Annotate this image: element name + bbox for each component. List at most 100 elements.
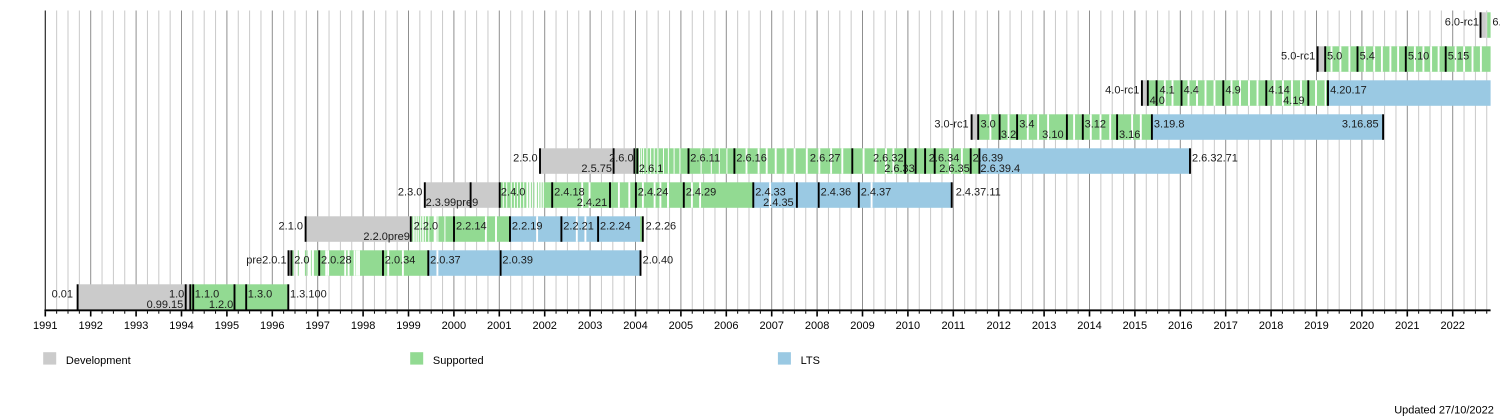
svg-text:2.2.0pre9: 2.2.0pre9 (363, 231, 409, 243)
svg-text:3.2: 3.2 (1001, 129, 1016, 141)
svg-text:3.10: 3.10 (1042, 129, 1063, 141)
svg-text:2.6.35: 2.6.35 (939, 163, 970, 175)
svg-text:2.6.16: 2.6.16 (736, 152, 767, 164)
svg-text:4.20.17: 4.20.17 (1330, 84, 1367, 96)
svg-text:2.4.21: 2.4.21 (577, 197, 608, 209)
svg-text:4.9: 4.9 (1225, 84, 1240, 96)
svg-text:4.1: 4.1 (1160, 84, 1175, 96)
svg-text:2.4.0: 2.4.0 (501, 186, 525, 198)
svg-text:2.6.27: 2.6.27 (810, 152, 841, 164)
svg-text:2.6.1: 2.6.1 (639, 163, 663, 175)
svg-text:3.19.8: 3.19.8 (1154, 118, 1185, 130)
svg-text:4.14: 4.14 (1268, 84, 1289, 96)
svg-text:2002: 2002 (532, 320, 556, 332)
svg-text:1992: 1992 (78, 320, 102, 332)
svg-text:4.0-rc1: 4.0-rc1 (1105, 84, 1139, 96)
svg-text:4.19: 4.19 (1283, 95, 1304, 107)
svg-text:Updated 27/10/2022: Updated 27/10/2022 (1394, 405, 1494, 417)
svg-text:4.4: 4.4 (1184, 84, 1199, 96)
svg-text:2.4.35: 2.4.35 (763, 197, 794, 209)
svg-text:6.0: 6.0 (1492, 16, 1500, 28)
svg-text:2013: 2013 (1032, 320, 1056, 332)
svg-text:5.0: 5.0 (1327, 50, 1342, 62)
svg-text:2.0.34: 2.0.34 (385, 254, 416, 266)
svg-text:2.2.0: 2.2.0 (414, 220, 438, 232)
svg-text:2.5.75: 2.5.75 (581, 163, 612, 175)
svg-text:1993: 1993 (124, 320, 148, 332)
svg-text:2.6.39.4: 2.6.39.4 (980, 163, 1020, 175)
svg-text:5.4: 5.4 (1360, 50, 1375, 62)
svg-text:2.0.37: 2.0.37 (430, 254, 461, 266)
svg-text:2003: 2003 (578, 320, 602, 332)
svg-text:2.2.21: 2.2.21 (563, 220, 594, 232)
svg-text:5.15: 5.15 (1448, 50, 1469, 62)
svg-text:2011: 2011 (941, 320, 965, 332)
svg-text:1995: 1995 (215, 320, 239, 332)
svg-text:2021: 2021 (1395, 320, 1419, 332)
svg-text:pre2.0.1: pre2.0.1 (246, 254, 286, 266)
svg-text:1.2.0: 1.2.0 (209, 299, 233, 311)
svg-text:2.6.33: 2.6.33 (884, 163, 915, 175)
svg-text:2.3.0: 2.3.0 (398, 186, 422, 198)
svg-text:2.4.18: 2.4.18 (554, 186, 585, 198)
svg-text:1.0: 1.0 (169, 288, 184, 300)
svg-text:2.6.32.71: 2.6.32.71 (1192, 152, 1238, 164)
svg-text:2018: 2018 (1259, 320, 1283, 332)
svg-text:1991: 1991 (33, 320, 57, 332)
svg-text:2007: 2007 (759, 320, 783, 332)
svg-text:2008: 2008 (805, 320, 829, 332)
svg-text:2017: 2017 (1213, 320, 1237, 332)
svg-text:2.0.40: 2.0.40 (643, 254, 674, 266)
svg-text:2.4.33: 2.4.33 (755, 186, 786, 198)
svg-text:3.12: 3.12 (1085, 118, 1106, 130)
svg-text:1.1.0: 1.1.0 (195, 288, 219, 300)
svg-text:2.4.37: 2.4.37 (861, 186, 892, 198)
svg-text:2.0.39: 2.0.39 (502, 254, 533, 266)
svg-text:2.4.37.11: 2.4.37.11 (956, 186, 1001, 198)
svg-text:2019: 2019 (1304, 320, 1328, 332)
svg-text:LTS: LTS (801, 355, 820, 367)
svg-text:2.1.0: 2.1.0 (279, 220, 303, 232)
svg-text:2010: 2010 (896, 320, 920, 332)
svg-text:3.4: 3.4 (1019, 118, 1034, 130)
svg-text:1996: 1996 (260, 320, 284, 332)
svg-text:Supported: Supported (433, 355, 484, 367)
svg-text:2012: 2012 (986, 320, 1010, 332)
svg-text:2.2.14: 2.2.14 (456, 220, 487, 232)
svg-text:2.0.28: 2.0.28 (321, 254, 352, 266)
svg-text:3.16: 3.16 (1119, 129, 1140, 141)
svg-text:2.6.32: 2.6.32 (873, 152, 904, 164)
svg-text:2014: 2014 (1077, 320, 1101, 332)
svg-text:2.6.39: 2.6.39 (973, 152, 1004, 164)
svg-text:2009: 2009 (850, 320, 874, 332)
svg-text:0.01: 0.01 (52, 288, 73, 300)
svg-text:1998: 1998 (351, 320, 375, 332)
svg-text:2.6.11: 2.6.11 (690, 152, 720, 164)
svg-text:4.0: 4.0 (1150, 95, 1165, 107)
svg-text:0.99.15: 0.99.15 (147, 299, 184, 311)
svg-text:1994: 1994 (169, 320, 193, 332)
svg-text:2.2.26: 2.2.26 (646, 220, 677, 232)
svg-text:2001: 2001 (487, 320, 511, 332)
svg-text:2005: 2005 (669, 320, 693, 332)
svg-text:6.0-rc1: 6.0-rc1 (1445, 16, 1479, 28)
svg-text:2.6.34: 2.6.34 (929, 152, 960, 164)
svg-text:2.6.0: 2.6.0 (609, 152, 633, 164)
svg-text:2004: 2004 (623, 320, 647, 332)
svg-text:1997: 1997 (305, 320, 329, 332)
svg-text:2.3.99pre9: 2.3.99pre9 (426, 197, 479, 209)
svg-text:2006: 2006 (714, 320, 738, 332)
svg-text:1.3.100: 1.3.100 (290, 288, 327, 300)
svg-text:3.0-rc1: 3.0-rc1 (934, 118, 968, 130)
svg-text:2015: 2015 (1123, 320, 1147, 332)
svg-text:2.4.36: 2.4.36 (821, 186, 852, 198)
svg-text:2.0: 2.0 (294, 254, 309, 266)
svg-text:Development: Development (66, 355, 131, 367)
svg-text:2.5.0: 2.5.0 (513, 152, 537, 164)
svg-text:1.3.0: 1.3.0 (248, 288, 272, 300)
svg-text:2.2.24: 2.2.24 (600, 220, 631, 232)
svg-text:2000: 2000 (442, 320, 466, 332)
svg-text:1999: 1999 (396, 320, 420, 332)
svg-text:3.16.85: 3.16.85 (1342, 118, 1379, 130)
svg-text:5.10: 5.10 (1408, 50, 1429, 62)
